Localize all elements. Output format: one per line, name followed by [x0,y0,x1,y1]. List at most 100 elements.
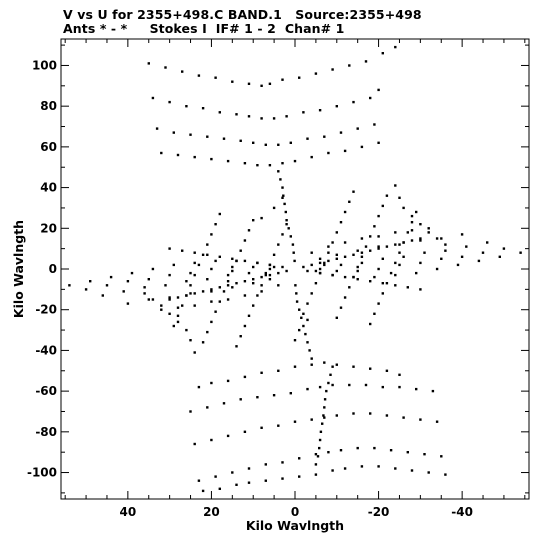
uv-point [168,298,171,301]
uv-point [197,385,201,389]
uv-point [308,349,311,352]
uv-point [373,275,376,279]
uv-point [306,387,309,391]
uv-point [291,243,295,246]
uv-point [306,302,309,305]
uv-point [260,426,263,429]
uv-point [235,259,238,263]
uv-point [314,282,318,285]
uv-point [281,186,284,189]
uv-point [193,292,196,295]
uv-point [272,265,276,269]
uv-point [293,159,297,163]
uv-point [294,284,297,287]
uv-point [348,383,351,387]
uv-point [444,473,447,476]
y-tick-label: -20 [35,303,57,317]
uv-point [272,253,276,256]
uv-point [398,243,401,246]
uv-point [289,141,292,144]
uv-point [277,424,280,427]
uv-point [283,202,286,206]
uv-point [210,267,213,271]
uv-point [235,113,238,116]
uv-point [339,221,343,224]
uv-point [419,288,422,291]
uv-point [335,363,338,366]
uv-point [440,237,443,240]
uv-point [316,455,320,458]
uv-point [427,231,430,234]
uv-point [214,310,217,313]
uv-point [176,296,180,299]
uv-point [481,251,485,254]
uv-point [415,387,418,391]
uv-point [252,304,255,307]
uv-point [247,271,251,275]
uv-point [331,241,334,244]
uv-point [348,286,351,289]
uv-point [298,457,301,460]
uv-point [331,68,334,71]
uv-point [377,302,380,305]
uv-point [281,461,284,464]
y-tick-label: 20 [40,221,57,235]
uv-point [264,271,267,275]
uv-point [352,253,355,256]
uv-point [314,269,318,273]
uv-point [176,314,180,317]
uv-point [122,290,125,293]
uv-point [168,296,171,299]
uv-point [252,141,255,144]
x-axis-title: Kilo Wavlngth [246,518,344,533]
uv-point [243,162,247,165]
uv-point [160,304,163,307]
uv-point [272,206,276,210]
uv-point [201,489,205,493]
uv-point [226,434,230,438]
uv-point [394,243,397,246]
uv-point [264,273,267,277]
uv-point [356,265,359,269]
uv-point [210,300,213,303]
uv-point [193,261,196,265]
uv-point [306,318,309,322]
uv-point [295,300,299,303]
uv-point [398,373,401,376]
uv-point [282,194,285,197]
y-tick-label: -60 [35,384,57,398]
uv-point [298,76,301,79]
uv-point [360,465,364,468]
uv-point [310,363,313,366]
uv-point [68,284,71,287]
uv-point [369,412,372,415]
uv-point [465,245,468,248]
axis-tick-labels: 40 20 0 -20 -40 100 80 60 40 20 0 -20 -40 -60 -80 -100 [27,58,473,519]
uv-point [444,249,447,252]
uv-point [285,115,288,118]
uv-point [226,273,230,277]
uv-point [243,280,247,283]
uv-point [360,255,364,258]
y-axis-title: Kilo Wavlngth [11,220,26,318]
uv-point [277,143,280,146]
uv-point [339,306,343,309]
uv-point [318,438,322,442]
uv-point [201,341,205,344]
uv-point [147,298,150,301]
uv-point [335,414,338,417]
uv-point [268,267,272,271]
y-tick-label: -80 [35,425,57,439]
uv-point [486,241,489,244]
uv-point [281,162,284,165]
uv-point [435,237,439,240]
uv-point [160,151,163,155]
uv-point [239,335,242,338]
uv-point [285,223,288,226]
uv-point [252,219,255,222]
uv-point [231,286,234,289]
uv-point [373,446,376,450]
uv-point [193,251,196,254]
uv-point [206,135,209,138]
uv-point [410,221,414,224]
